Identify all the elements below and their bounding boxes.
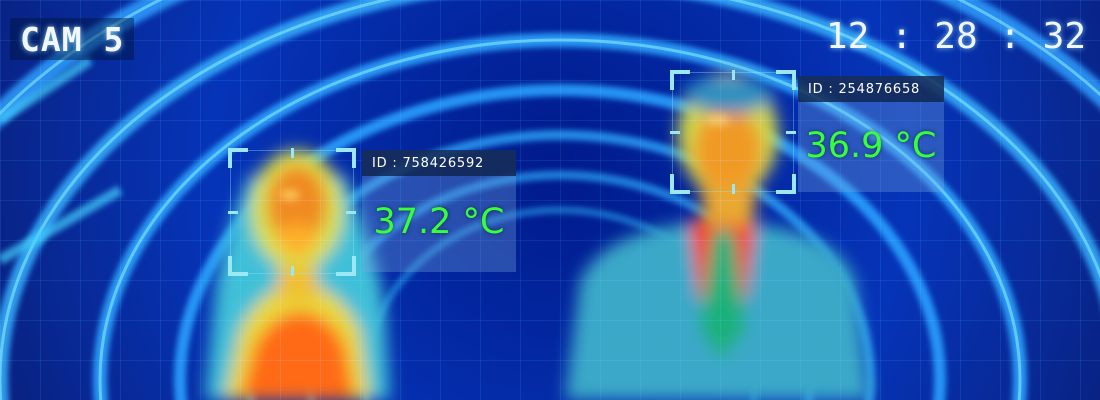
person-id: ID : 254876658 — [798, 76, 944, 102]
frame-tick — [732, 184, 735, 194]
person-id: ID : 758426592 — [362, 150, 516, 176]
frame-corner — [228, 256, 248, 276]
detection-info-panel: ID : 254876658 36.9 °C — [798, 76, 944, 192]
frame-tick — [291, 148, 294, 158]
face-detection-frame — [670, 70, 796, 194]
temperature-reading: 37.2 °C — [373, 202, 505, 242]
frame-tick — [732, 70, 735, 80]
frame-corner — [228, 148, 248, 168]
frame-tick — [291, 266, 294, 276]
frame-corner — [336, 256, 356, 276]
frame-corner — [336, 148, 356, 168]
frame-corner — [776, 174, 796, 194]
frame-corner — [670, 70, 690, 90]
frame-tick — [670, 131, 680, 134]
frame-tick — [346, 211, 356, 214]
clock-display: 12 : 28 : 32 — [825, 15, 1086, 57]
temperature-reading: 36.9 °C — [805, 126, 937, 166]
face-detection-frame — [228, 148, 356, 276]
frame-tick — [786, 131, 796, 134]
frame-corner — [776, 70, 796, 90]
frame-tick — [228, 211, 238, 214]
frame-corner — [670, 174, 690, 194]
camera-label: CAM 5 — [10, 18, 135, 60]
detection-info-panel: ID : 758426592 37.2 °C — [362, 150, 516, 272]
